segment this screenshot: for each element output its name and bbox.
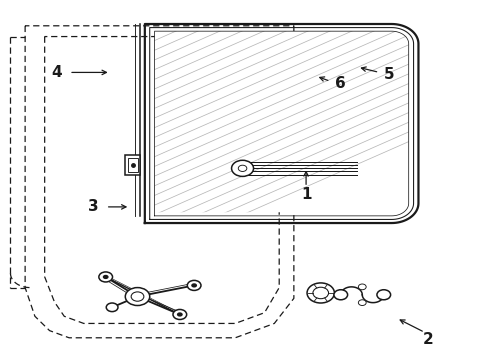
- Circle shape: [313, 287, 329, 299]
- Text: 6: 6: [335, 76, 345, 91]
- Circle shape: [173, 310, 187, 319]
- Bar: [125, 155, 140, 175]
- Circle shape: [232, 160, 253, 176]
- Circle shape: [191, 283, 197, 288]
- Circle shape: [106, 303, 118, 312]
- Circle shape: [358, 300, 366, 306]
- Circle shape: [307, 283, 334, 303]
- Circle shape: [187, 280, 201, 291]
- Text: 5: 5: [384, 67, 394, 82]
- Text: 2: 2: [423, 332, 434, 347]
- Polygon shape: [155, 31, 409, 212]
- Bar: [128, 158, 138, 172]
- Circle shape: [177, 312, 183, 317]
- Circle shape: [377, 290, 391, 300]
- Circle shape: [103, 275, 109, 279]
- Circle shape: [131, 292, 144, 301]
- Text: 1: 1: [301, 187, 311, 202]
- Circle shape: [99, 272, 113, 282]
- Circle shape: [334, 290, 347, 300]
- Text: 3: 3: [88, 199, 99, 215]
- Circle shape: [358, 284, 366, 290]
- Circle shape: [125, 288, 150, 306]
- Text: 4: 4: [51, 65, 62, 80]
